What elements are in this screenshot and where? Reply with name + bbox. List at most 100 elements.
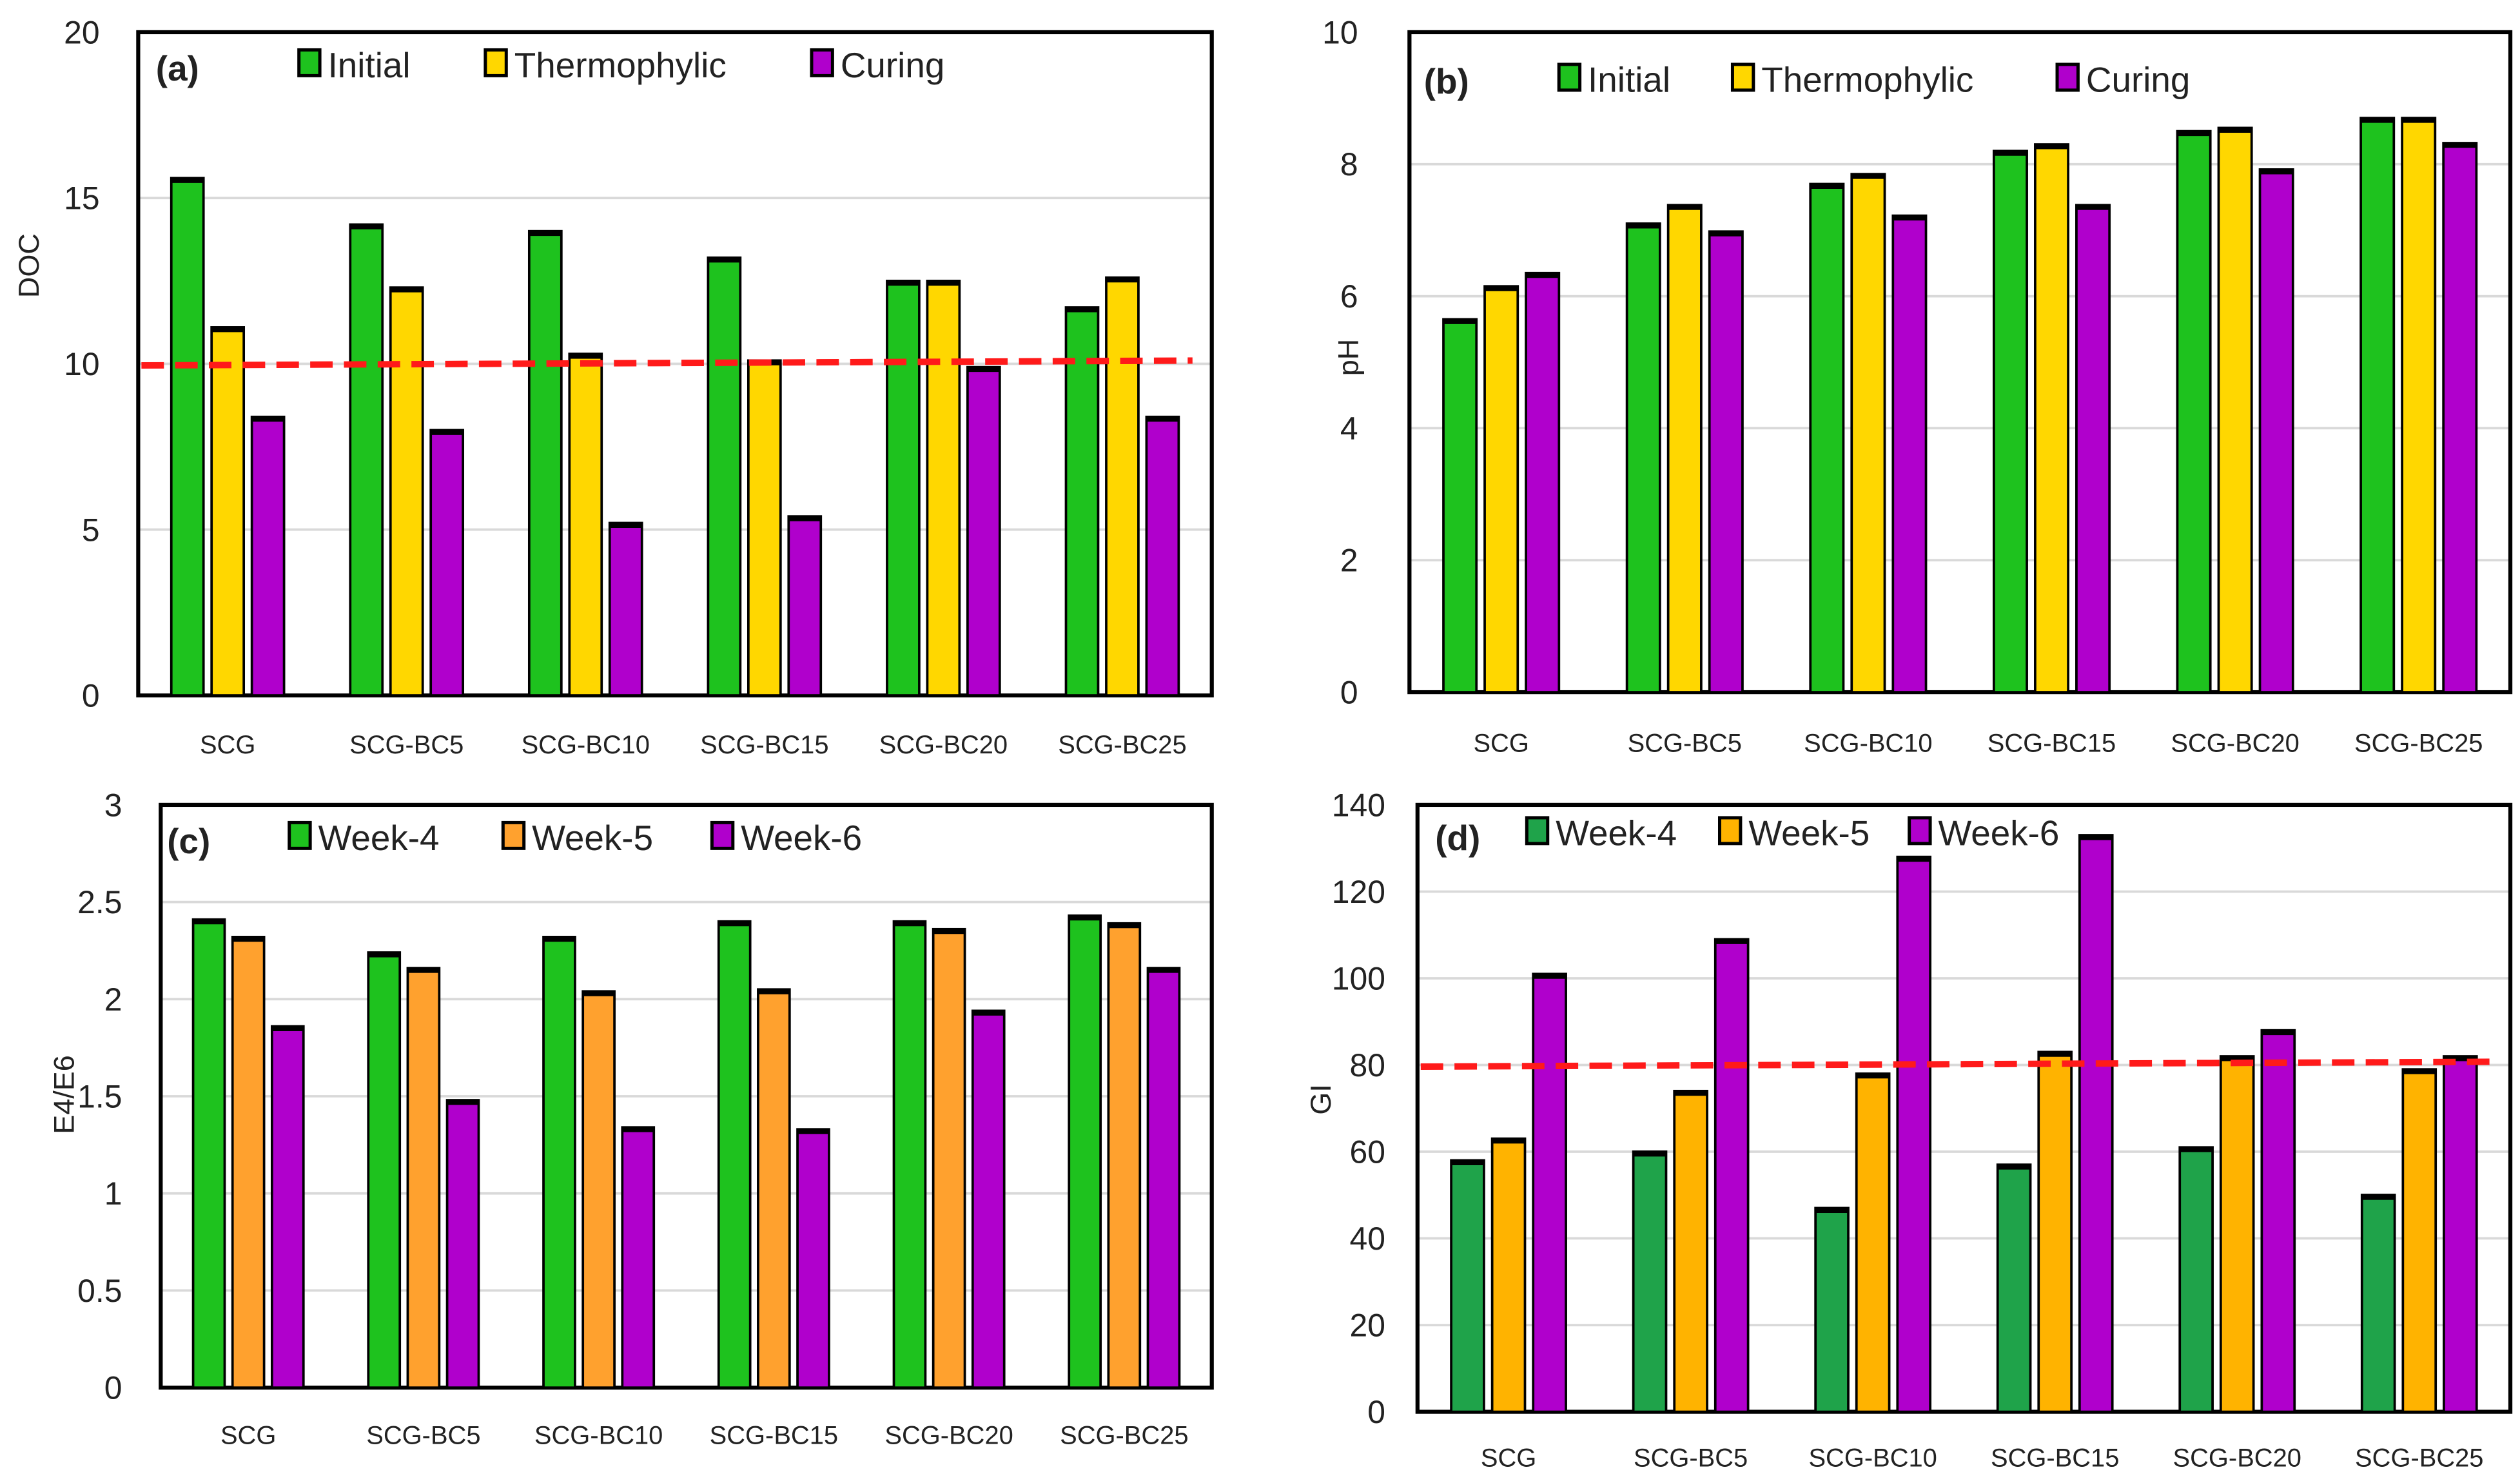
plot-frame	[159, 802, 1214, 1390]
legend-swatch-icon	[483, 48, 508, 77]
x-category-label: SCG-BC10	[522, 731, 650, 759]
y-tick-label: 5	[82, 512, 100, 548]
legend-label: Thermophylic	[1761, 59, 1973, 99]
legend-label: Week-6	[1939, 813, 2060, 853]
y-tick-label: 0.5	[77, 1273, 122, 1309]
bar-week-5	[1673, 1089, 1708, 1413]
legend-label: Week-4	[1556, 813, 1677, 853]
y-tick-label: 4	[1340, 411, 1358, 447]
panel-label: (b)	[1424, 61, 1469, 101]
legend-swatch-icon	[810, 48, 834, 77]
panel-label: (a)	[156, 48, 199, 88]
bar-initial	[170, 177, 205, 697]
bar-initial	[886, 279, 921, 697]
bar-week-4	[1450, 1159, 1485, 1413]
bar-week-4	[717, 920, 752, 1389]
bar-initial	[349, 223, 384, 697]
legend-swatch-icon	[297, 48, 322, 77]
legend-swatch-icon	[1525, 816, 1550, 846]
bar-week-4	[1996, 1163, 2032, 1413]
bar-curing	[1891, 214, 1928, 693]
legend-swatch-icon	[1730, 63, 1755, 92]
bar-week-5	[1855, 1072, 1891, 1413]
threshold-line	[141, 357, 1193, 369]
y-tick-label: 1	[104, 1176, 122, 1212]
bar-week-5	[932, 927, 966, 1389]
y-tick-label: 40	[1350, 1221, 1385, 1257]
bar-week-5	[581, 990, 616, 1389]
bar-week-5	[1107, 922, 1142, 1389]
y-axis-label: GI	[1304, 1084, 1337, 1114]
x-category-label: SCG-BC10	[1804, 729, 1932, 757]
x-category-label: SCG-BC5	[1634, 1444, 1748, 1472]
bar-thermophylic	[747, 359, 782, 697]
bar-week-6	[2443, 1055, 2478, 1413]
bar-initial	[1992, 150, 2028, 693]
x-category-label: SCG-BC20	[884, 1422, 1013, 1450]
x-category-label: SCG-BC15	[1991, 1444, 2119, 1472]
panel-label: (c)	[167, 821, 210, 861]
legend-swatch-icon	[1908, 816, 1932, 846]
y-tick-label: 2	[1340, 543, 1358, 579]
bar-initial	[2359, 117, 2396, 693]
bar-week-4	[1068, 914, 1102, 1389]
x-category-label: SCG	[1481, 1444, 1536, 1472]
bar-thermophylic	[568, 353, 603, 697]
bar-curing	[429, 429, 465, 697]
panel-label: (d)	[1435, 818, 1480, 858]
x-category-label: SCG-BC10	[534, 1422, 663, 1450]
bar-week-5	[2037, 1050, 2073, 1413]
bar-thermophylic	[2217, 126, 2253, 693]
bar-initial	[1064, 306, 1100, 697]
bar-week-6	[1896, 855, 1932, 1413]
bar-initial	[1809, 182, 1845, 693]
legend-label: Initial	[1588, 59, 1670, 99]
x-category-label: SCG-BC5	[349, 731, 464, 759]
bar-week-6	[270, 1025, 305, 1389]
bar-thermophylic	[2034, 143, 2069, 693]
chart-panel-a: 0 5 10 15 20 SCG SCG-BC5 SCG-BC10 SCG-BC15 SCG-BC…	[12, 14, 1214, 759]
x-category-label: SCG-BC20	[2171, 729, 2299, 757]
bar-thermophylic	[1666, 204, 1703, 693]
legend-swatch-icon	[288, 820, 312, 850]
x-category-label: SCG-BC25	[2355, 1444, 2483, 1472]
bar-week-5	[2219, 1055, 2255, 1413]
bar-week-4	[191, 918, 226, 1389]
bar-thermophylic	[389, 286, 424, 697]
y-axis-label: pH	[1332, 339, 1365, 376]
bar-curing	[2442, 142, 2478, 693]
legend-swatch-icon	[710, 820, 735, 850]
x-category-label: SCG	[200, 731, 255, 759]
bar-week-6	[2078, 834, 2114, 1413]
bar-curing	[966, 365, 1001, 697]
x-category-label: SCG-BC25	[1058, 731, 1186, 759]
bar-week-5	[231, 935, 266, 1389]
bar-curing	[1525, 271, 1561, 693]
bar-week-5	[2401, 1068, 2437, 1413]
bar-week-4	[367, 951, 402, 1389]
y-tick-label: 0	[1340, 675, 1358, 711]
bar-week-4	[1632, 1150, 1668, 1413]
legend-label: Curing	[841, 45, 944, 85]
bar-thermophylic	[2401, 117, 2437, 693]
y-tick-label: 140	[1332, 787, 1385, 823]
x-category-label: SCG	[220, 1422, 276, 1450]
y-tick-label: 20	[64, 14, 99, 50]
bar-initial	[707, 256, 742, 697]
legend-label: Week-5	[532, 818, 653, 858]
legend-swatch-icon	[501, 820, 526, 850]
y-tick-label: 15	[64, 180, 99, 217]
x-category-label: SCG-BC15	[700, 731, 828, 759]
bar-curing	[1708, 230, 1744, 693]
y-tick-label: 100	[1332, 960, 1385, 996]
plot-frame	[1415, 802, 2513, 1414]
chart-panel-d: 0 20 40 60 80 100 120 140 SCG SCG-BC5 SCG-BC10 SCG-…	[1304, 787, 2513, 1473]
x-category-label: SCG-BC5	[366, 1422, 480, 1450]
legend-label: Week-5	[1748, 813, 1870, 853]
y-tick-label: 2.5	[77, 884, 122, 920]
bar-curing	[787, 515, 823, 697]
bar-week-6	[971, 1009, 1006, 1389]
legend-label: Curing	[2086, 59, 2190, 99]
bar-week-6	[1532, 973, 1567, 1413]
